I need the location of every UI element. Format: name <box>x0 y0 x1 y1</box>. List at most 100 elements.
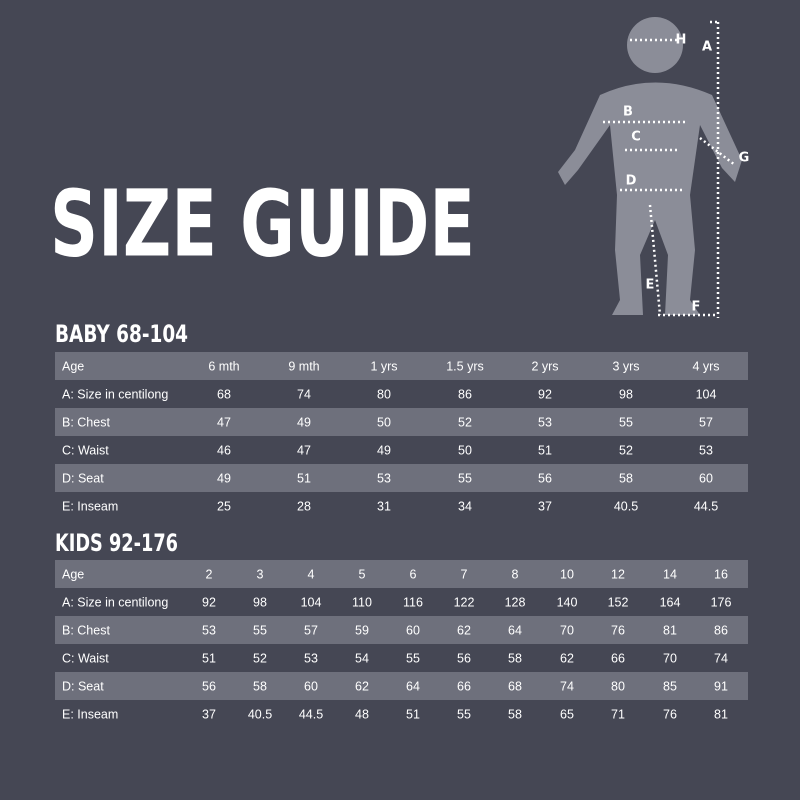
cell: 5 <box>359 567 366 581</box>
cell: 28 <box>297 499 311 513</box>
cell: 40.5 <box>248 707 272 721</box>
cell: 91 <box>714 679 728 693</box>
cell: 34 <box>458 499 472 513</box>
cell: 74 <box>560 679 574 693</box>
cell: 86 <box>458 387 472 401</box>
cell: 110 <box>352 595 372 609</box>
cell: 50 <box>377 415 391 429</box>
cell: 55 <box>457 707 471 721</box>
cell: 49 <box>217 471 231 485</box>
cell: 3 yrs <box>612 359 639 373</box>
cell: 59 <box>355 623 369 637</box>
section-title: BABY 68-104 <box>55 320 188 348</box>
cell: 4 yrs <box>692 359 719 373</box>
cell: 71 <box>611 707 625 721</box>
diagram-label: D <box>626 174 637 189</box>
cell: 74 <box>297 387 311 401</box>
row-band <box>55 616 748 644</box>
row-label: B: Chest <box>62 623 110 637</box>
cell: 53 <box>202 623 216 637</box>
row-label: C: Waist <box>62 443 109 457</box>
cell: 44.5 <box>694 499 718 513</box>
cell: 60 <box>406 623 420 637</box>
cell: 54 <box>355 651 369 665</box>
cell: 76 <box>663 707 677 721</box>
cell: 31 <box>377 499 391 513</box>
cell: 40.5 <box>614 499 638 513</box>
row-label: B: Chest <box>62 415 110 429</box>
title: SIZE GUIDE <box>50 170 475 277</box>
cell: 66 <box>611 651 625 665</box>
cell: 10 <box>560 567 574 581</box>
cell: 128 <box>505 595 526 609</box>
cell: 6 <box>410 567 417 581</box>
child-figure <box>558 17 742 315</box>
cell: 85 <box>663 679 677 693</box>
cell: 176 <box>711 595 732 609</box>
row-label: E: Inseam <box>62 707 118 721</box>
cell: 76 <box>611 623 625 637</box>
cell: 9 mth <box>288 359 319 373</box>
cell: 56 <box>538 471 552 485</box>
cell: 25 <box>217 499 231 513</box>
cell: 1.5 yrs <box>446 359 484 373</box>
diagram-label: E <box>646 278 655 293</box>
section-title: KIDS 92-176 <box>55 529 178 557</box>
cell: 47 <box>297 443 311 457</box>
measure-lines <box>603 20 736 318</box>
row-label: A: Size in centilong <box>62 595 168 609</box>
cell: 60 <box>699 471 713 485</box>
cell: 6 mth <box>208 359 239 373</box>
cell: 81 <box>714 707 728 721</box>
diagram-label: B <box>623 105 633 120</box>
cell: 68 <box>217 387 231 401</box>
cell: 58 <box>619 471 633 485</box>
cell: 8 <box>512 567 519 581</box>
cell: 56 <box>202 679 216 693</box>
cell: 51 <box>202 651 216 665</box>
cell: 66 <box>457 679 471 693</box>
cell: 52 <box>619 443 633 457</box>
cell: 57 <box>304 623 318 637</box>
cell: 47 <box>217 415 231 429</box>
cell: 104 <box>301 595 322 609</box>
diagram-label: G <box>739 151 750 166</box>
cell: 62 <box>355 679 369 693</box>
cell: 86 <box>714 623 728 637</box>
diagram-label: A <box>702 40 712 55</box>
row-band <box>55 560 748 588</box>
cell: 12 <box>611 567 625 581</box>
row-band <box>55 464 748 492</box>
cell: 49 <box>297 415 311 429</box>
cell: 7 <box>461 567 468 581</box>
cell: 53 <box>538 415 552 429</box>
cell: 46 <box>217 443 231 457</box>
cell: 3 <box>257 567 264 581</box>
cell: 48 <box>355 707 369 721</box>
cell: 80 <box>611 679 625 693</box>
cell: 53 <box>377 471 391 485</box>
cell: 70 <box>663 651 677 665</box>
cell: 81 <box>663 623 677 637</box>
cell: 62 <box>457 623 471 637</box>
cell: 68 <box>508 679 522 693</box>
cell: 58 <box>253 679 267 693</box>
cell: 57 <box>699 415 713 429</box>
row-label: D: Seat <box>62 471 104 485</box>
cell: 53 <box>699 443 713 457</box>
row-label: A: Size in centilong <box>62 387 168 401</box>
cell: 58 <box>508 651 522 665</box>
cell: 44.5 <box>299 707 323 721</box>
cell: 4 <box>308 567 315 581</box>
cell: 52 <box>458 415 472 429</box>
cell: 58 <box>508 707 522 721</box>
cell: 55 <box>253 623 267 637</box>
cell: 1 yrs <box>370 359 397 373</box>
cell: 98 <box>619 387 633 401</box>
row-label: D: Seat <box>62 679 104 693</box>
row-band <box>55 352 748 380</box>
cell: 64 <box>406 679 420 693</box>
diagram-label: F <box>692 300 701 315</box>
cell: 55 <box>458 471 472 485</box>
